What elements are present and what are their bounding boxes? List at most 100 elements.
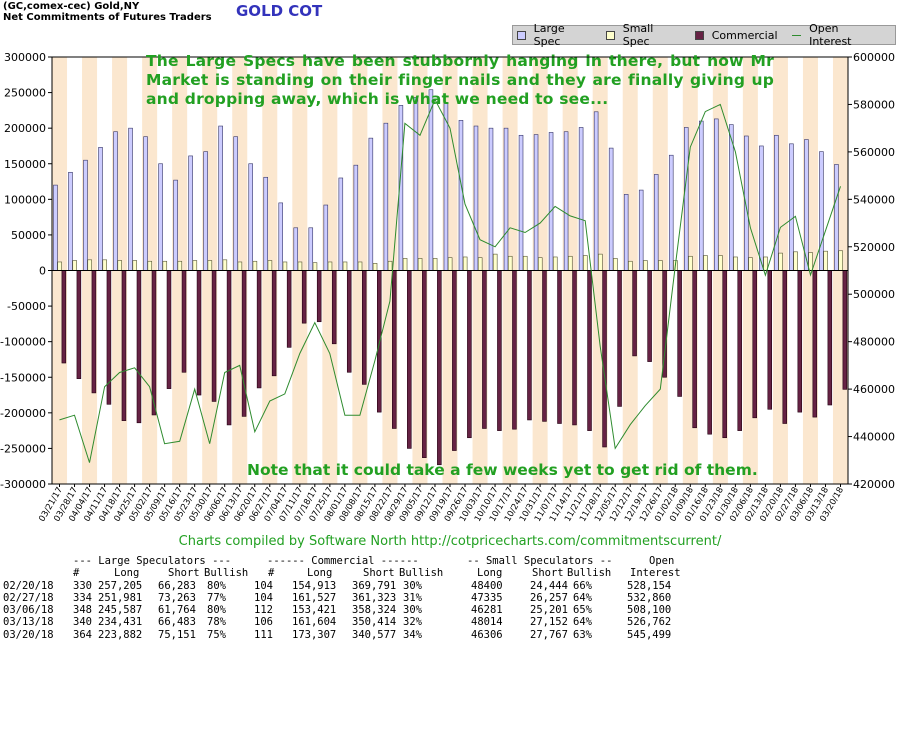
bar-small-spec (838, 250, 843, 271)
bar-small-spec (598, 253, 603, 271)
bar-commercial (452, 270, 457, 451)
bar-commercial (812, 270, 818, 418)
bar-large-spec (563, 131, 569, 271)
y-left-tick-label: 250000 (4, 87, 46, 100)
bar-large-spec (248, 163, 253, 271)
table-cell-c2: 112 (254, 604, 273, 617)
table-cell-b3: 63% (573, 628, 592, 641)
bar-large-spec (263, 176, 268, 271)
bar-commercial (617, 270, 622, 407)
table-cell-s1: 61,764 (158, 604, 196, 617)
y-right-tick-label: 540000 (853, 193, 895, 206)
table-cell-b1: 78% (207, 616, 226, 629)
bar-commercial (587, 270, 592, 431)
table-cell-b2: 34% (403, 628, 422, 641)
header-count-commercial: # (268, 567, 275, 580)
table-cell-oi: 508,100 (627, 604, 672, 617)
bar-small-spec (447, 257, 453, 271)
bar-small-spec (57, 261, 62, 271)
bar-large-spec (443, 102, 449, 271)
bar-commercial (677, 270, 682, 397)
bar-commercial (226, 270, 232, 426)
table-cell-b3: 66% (573, 579, 592, 592)
bar-commercial (392, 270, 397, 429)
bar-small-spec (387, 260, 393, 271)
bar-commercial (782, 270, 788, 424)
bar-commercial (482, 270, 487, 429)
bar-commercial (316, 270, 322, 323)
bar-commercial (361, 270, 367, 385)
bar-large-spec (789, 143, 794, 271)
table-cell-s1: 73,263 (158, 591, 196, 604)
table-cell-l1: 245,587 (98, 604, 143, 617)
bar-commercial (692, 270, 697, 429)
bar-small-spec (658, 260, 663, 271)
bar-large-spec (744, 135, 749, 271)
bar-commercial (256, 270, 262, 389)
table-cell-s2: 369,791 (352, 579, 397, 592)
bar-small-spec (462, 256, 468, 271)
header-short-commercial: Short (363, 567, 395, 580)
bar-large-spec (368, 137, 374, 271)
table-cell-date: 03/06/18 (3, 604, 54, 617)
bar-large-spec (203, 151, 208, 271)
header-interest: Interest (630, 567, 681, 580)
bar-large-spec (533, 134, 539, 271)
table-cell-b2: 32% (403, 616, 422, 629)
bar-large-spec (774, 134, 779, 271)
table-sub-header: # Long Short Bullish # Long Short Bullis… (0, 567, 681, 579)
bar-small-spec (703, 255, 708, 271)
y-right-tick-label: 420000 (853, 478, 895, 491)
y-left-tick-label: -50000 (7, 300, 46, 313)
cot-table: --- Large Speculators --- ------ Commerc… (0, 555, 681, 641)
bar-large-spec (383, 122, 389, 271)
table-cell-c1: 348 (73, 604, 92, 617)
bar-small-spec (718, 255, 723, 271)
bar-small-spec (372, 263, 378, 271)
table-cell-s3: 24,444 (530, 579, 568, 592)
table-group-header: --- Large Speculators --- ------ Commerc… (0, 555, 674, 567)
legend-item-open-interest: Open Interest (791, 22, 881, 48)
y-left-tick-label: 0 (39, 265, 46, 278)
table-row: 02/20/18 330 257,205 66,283 80% 104 154,913 369… (0, 580, 671, 592)
bar-large-spec (158, 163, 163, 271)
table-cell-date: 03/20/18 (3, 628, 54, 641)
bar-commercial (512, 270, 517, 430)
bar-small-spec (72, 260, 77, 271)
legend-swatch-small-spec (606, 30, 615, 40)
y-right-tick-label: 440000 (853, 431, 895, 444)
bar-large-spec (668, 154, 674, 271)
bar-large-spec (188, 155, 193, 271)
bar-commercial (527, 270, 532, 421)
bar-commercial (602, 270, 607, 448)
bar-small-spec (327, 261, 333, 271)
bar-commercial (286, 270, 292, 348)
table-cell-s2: 358,324 (352, 604, 397, 617)
bar-small-spec (312, 262, 318, 271)
bar-commercial (211, 270, 217, 402)
table-cell-b3: 65% (573, 604, 592, 617)
table-row: 02/27/18 334 251,981 73,263 77% 104 161,527 361… (0, 592, 671, 604)
bar-small-spec (583, 255, 588, 271)
bar-commercial (196, 270, 202, 396)
bar-small-spec (132, 260, 138, 271)
table-cell-c1: 334 (73, 591, 92, 604)
bar-large-spec (548, 132, 554, 271)
table-cell-c1: 330 (73, 579, 92, 592)
bar-large-spec (503, 127, 509, 271)
bar-large-spec (593, 111, 599, 271)
legend-label-open-interest: Open Interest (809, 22, 852, 48)
bar-small-spec (613, 258, 618, 271)
bar-small-spec (87, 259, 92, 271)
table-cell-l1: 251,981 (98, 591, 143, 604)
legend-label-large-spec: Large Spec (533, 22, 565, 48)
legend-swatch-large-spec (517, 30, 526, 40)
header-long-large: Long (114, 567, 140, 580)
open-interest-line (59, 98, 841, 463)
bar-commercial (407, 270, 412, 449)
bar-commercial (467, 270, 472, 439)
bar-large-spec (98, 147, 103, 271)
bar-small-spec (793, 251, 798, 271)
y-right-tick-label: 480000 (853, 336, 895, 349)
bar-large-spec (638, 189, 644, 271)
